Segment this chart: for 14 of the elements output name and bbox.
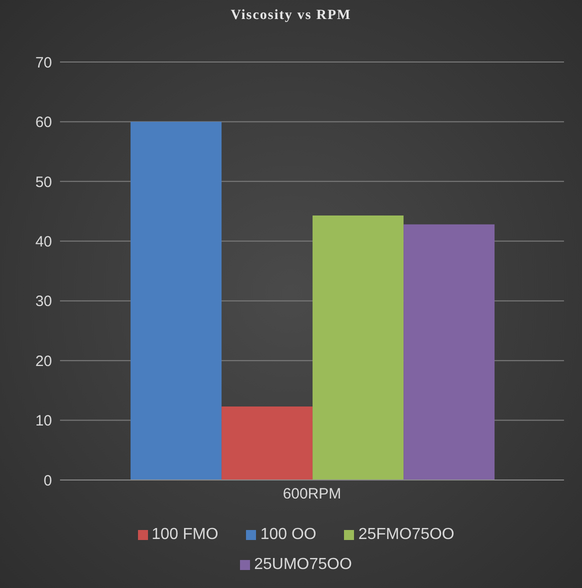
y-tick-label: 10 xyxy=(35,412,52,430)
y-tick-label: 50 xyxy=(35,174,52,191)
y-tick-label: 0 xyxy=(44,472,52,490)
legend-label: 25FMO75OO xyxy=(358,526,454,543)
y-tick-label: 40 xyxy=(35,233,52,250)
y-tick-label: 20 xyxy=(35,352,52,370)
y-tick-label: 30 xyxy=(35,293,52,310)
chart-title: Viscosity vs RPM xyxy=(230,8,352,24)
legend-label: 100 OO xyxy=(260,526,316,543)
y-tick-label: 70 xyxy=(35,54,52,72)
legend-label: 100 FMO xyxy=(152,526,218,543)
y-tick-label: 60 xyxy=(35,114,52,132)
x-tick-label: 600RPM xyxy=(282,486,342,503)
legend-label: 25UMO75OO xyxy=(254,556,352,573)
